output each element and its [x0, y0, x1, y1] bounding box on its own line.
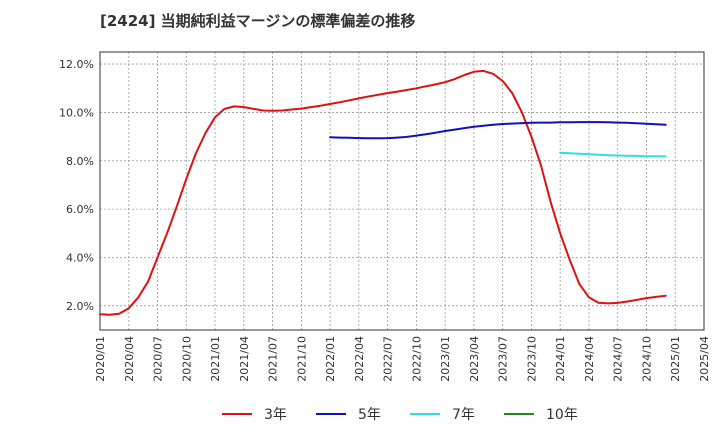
x-tick-label: 2023/10 — [525, 336, 538, 382]
x-tick-label: 2025/01 — [669, 336, 682, 382]
y-axis: 2.0% 4.0% 6.0% 8.0% 10.0% 12.0% — [59, 58, 94, 313]
x-tick-label: 2025/04 — [698, 336, 711, 382]
x-tick-label: 2022/07 — [382, 336, 395, 382]
x-tick-label: 2023/01 — [439, 336, 452, 382]
x-tick-label: 2023/07 — [497, 336, 510, 382]
x-tick-label: 2020/01 — [94, 336, 107, 382]
series-line-3 — [559, 151, 667, 158]
x-tick-label: 2024/10 — [640, 336, 653, 382]
series-lines — [99, 69, 667, 316]
legend-label: 10年 — [546, 407, 578, 423]
legend-label: 5年 — [358, 407, 381, 423]
x-tick-label: 2021/07 — [267, 336, 280, 382]
x-tick-label: 2024/07 — [612, 336, 625, 382]
x-tick-label: 2024/01 — [554, 336, 567, 382]
plot-frame — [99, 51, 705, 331]
x-tick-label: 2022/01 — [324, 336, 337, 382]
series-line-1 — [99, 69, 667, 316]
y-tick-label: 12.0% — [59, 58, 94, 71]
x-tick-label: 2021/10 — [295, 336, 308, 382]
grid-lines — [99, 52, 705, 330]
y-tick-label: 4.0% — [66, 251, 94, 264]
x-tick-label: 2022/10 — [410, 336, 423, 382]
plot-background — [100, 52, 704, 330]
x-tick-label: 2020/07 — [152, 336, 165, 382]
x-tick-label: 2024/04 — [583, 336, 596, 382]
x-tick-label: 2021/04 — [238, 336, 251, 382]
x-tick-label: 2021/01 — [209, 336, 222, 382]
legend: 3年 5年 7年 10年 — [222, 407, 578, 423]
x-tick-label: 2020/04 — [123, 336, 136, 382]
x-axis: 2020/01 2020/04 2020/07 2020/10 2021/01 2021/… — [94, 336, 711, 382]
series-line-2 — [329, 121, 667, 140]
x-tick-label: 2022/04 — [353, 336, 366, 382]
y-tick-label: 8.0% — [66, 155, 94, 168]
chart-title: [2424] 当期純利益マージンの標準偏差の推移 — [100, 12, 416, 30]
x-tick-label: 2020/10 — [180, 336, 193, 382]
legend-label: 3年 — [264, 407, 287, 423]
y-tick-label: 6.0% — [66, 203, 94, 216]
x-tick-label: 2023/04 — [468, 336, 481, 382]
y-tick-label: 2.0% — [66, 300, 94, 313]
legend-label: 7年 — [452, 407, 475, 423]
y-tick-label: 10.0% — [59, 106, 94, 119]
